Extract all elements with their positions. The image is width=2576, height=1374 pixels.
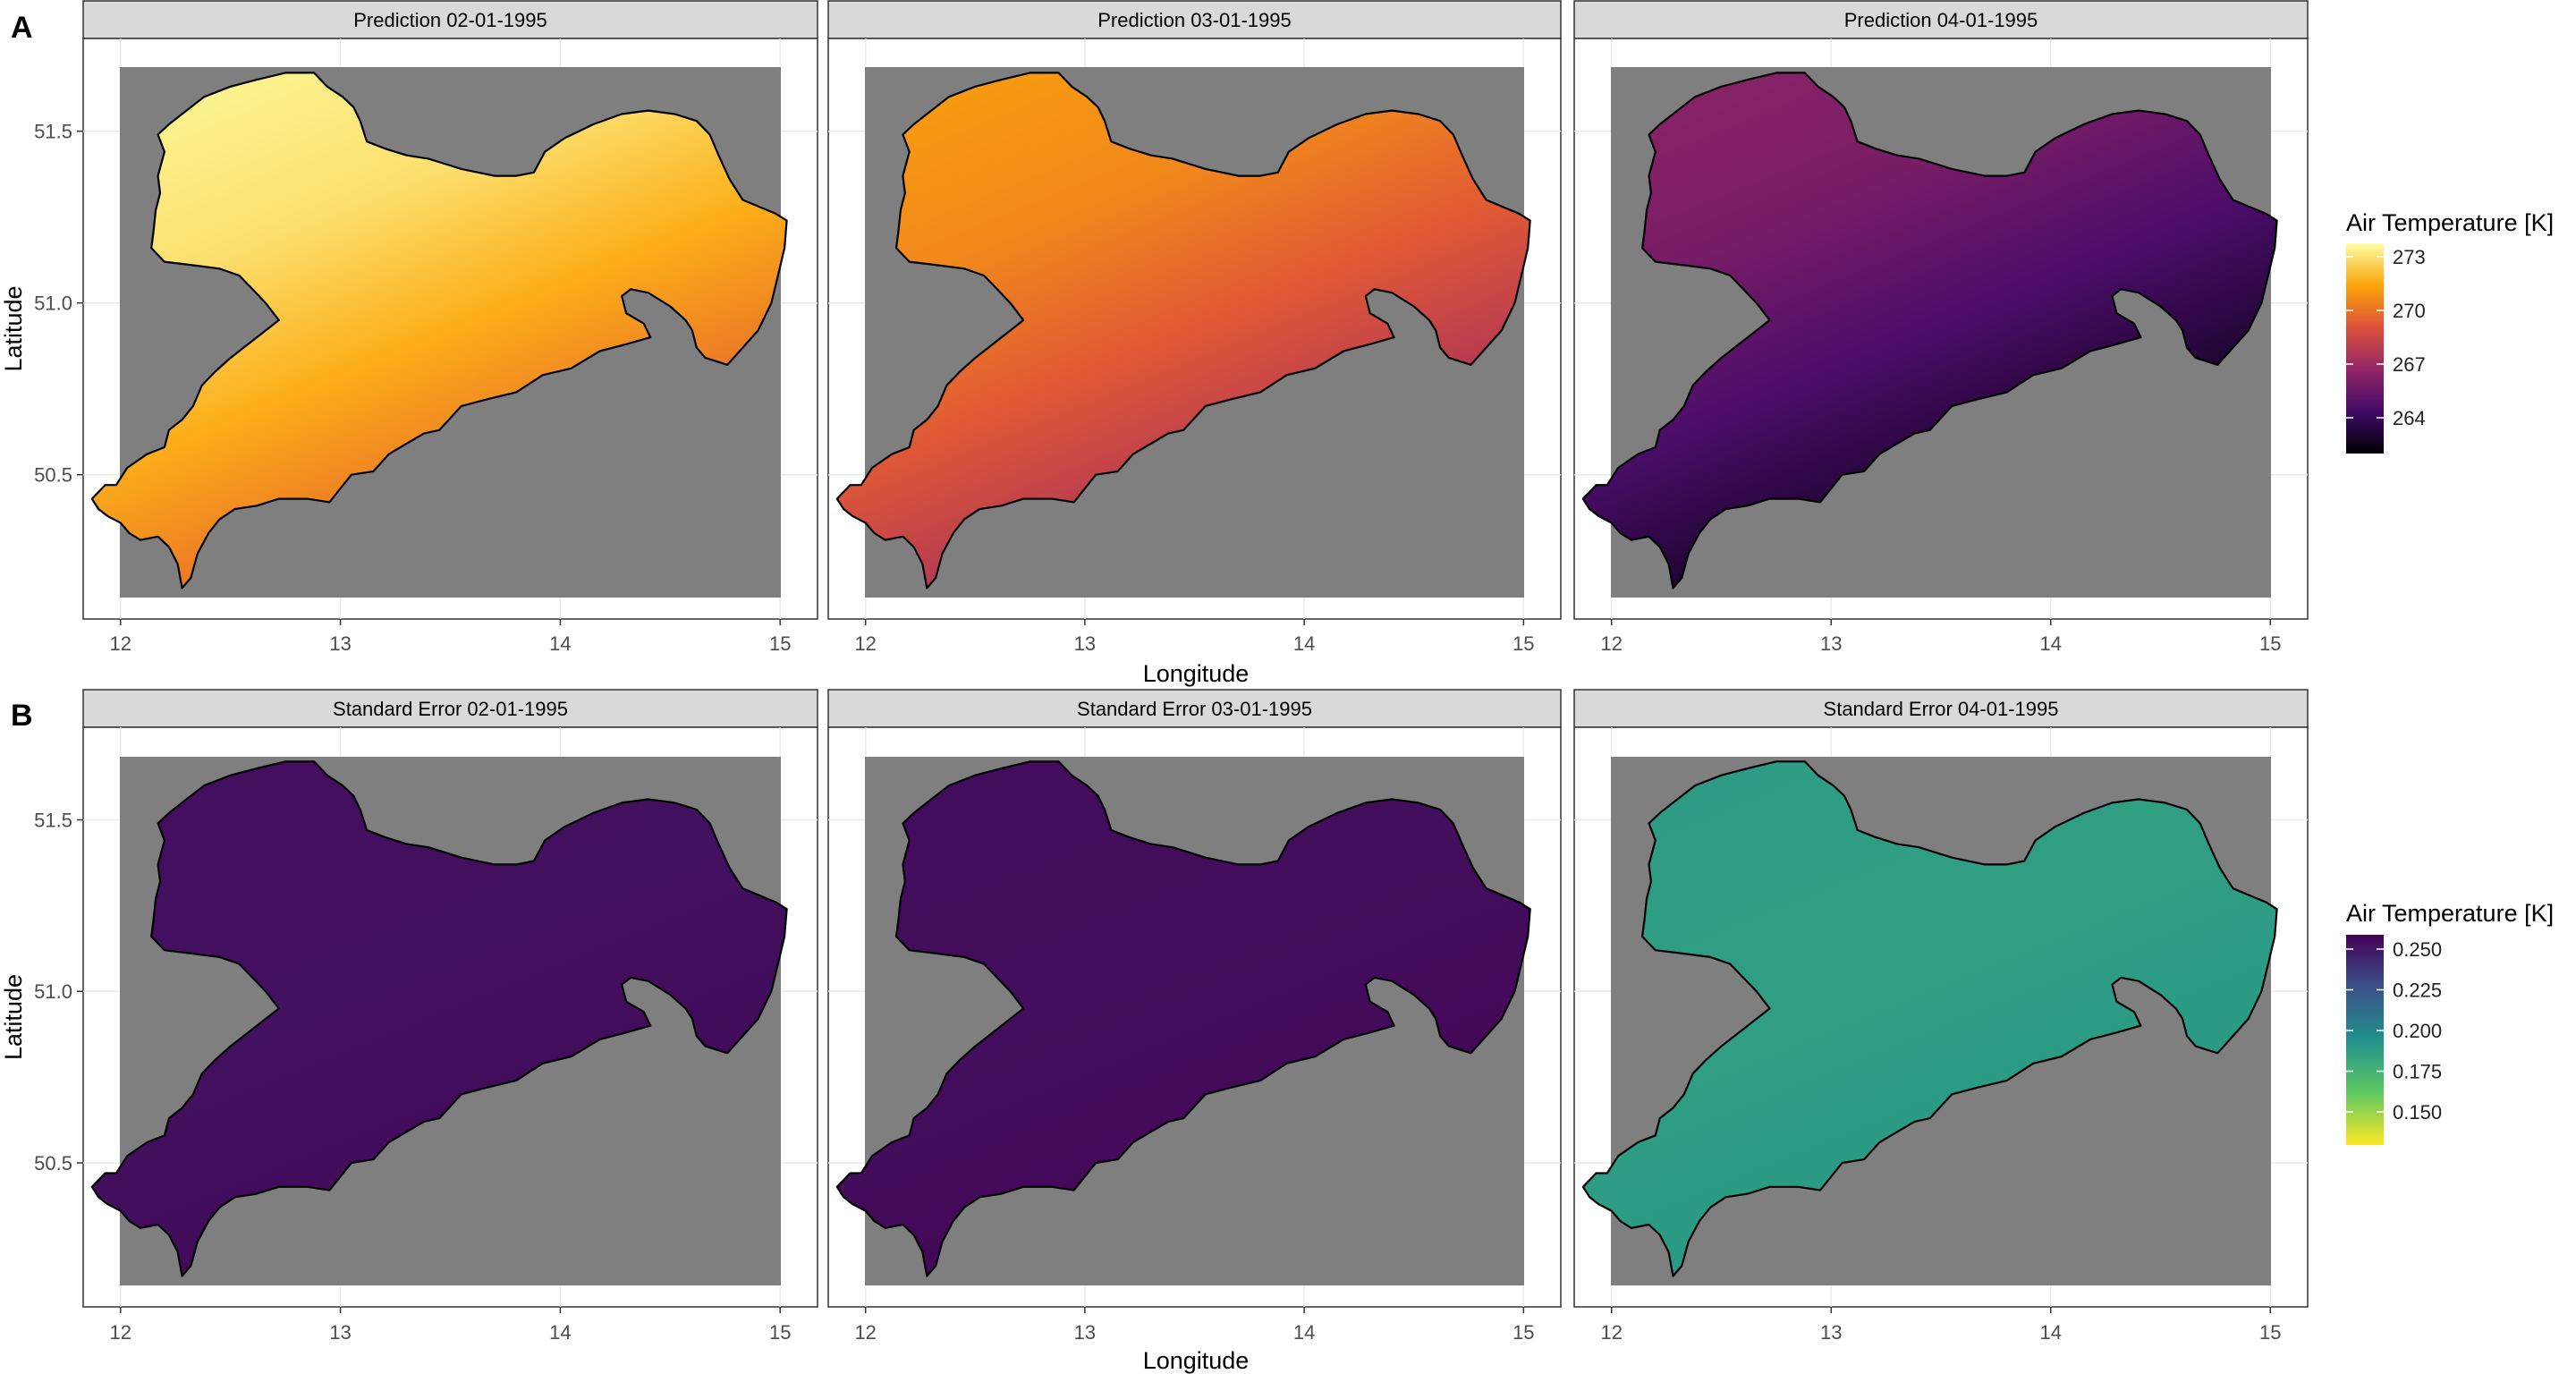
panel-title: Standard Error 03-01-1995 [1077,698,1312,720]
region-boundary [90,760,788,1277]
x-tick-label: 13 [329,1321,351,1344]
y-axis-label: Latitude [0,974,27,1060]
legend-tick-label: 0.200 [2393,1020,2442,1042]
region-boundary [835,72,1531,589]
x-tick-label: 15 [2259,632,2281,655]
map-panel: Standard Error 02-01-1995 12 13 14 15 51.5 51.… [34,689,818,1344]
legend-colorbar [2346,243,2384,454]
y-tick-label: 51.5 [34,121,72,143]
legend-tick-label: 264 [2393,407,2426,429]
x-tick-label: 12 [110,632,131,655]
x-tick-label: 12 [854,632,876,655]
map-panel: Prediction 03-01-1995 12 13 14 15 [827,0,1562,655]
region-boundary [1581,760,2278,1277]
map-panel: Prediction 04-01-1995 12 13 14 15 [1573,0,2309,655]
map-panel: Standard Error 03-01-1995 12 13 14 15 [827,689,1562,1344]
region-boundary [1581,72,2278,589]
x-tick-label: 14 [1293,1321,1315,1344]
y-tick-label: 50.5 [34,1152,72,1175]
region-boundary [835,760,1531,1277]
row-letter-a: A [11,11,33,45]
legend-colorbar [2346,935,2384,1145]
x-tick-label: 12 [1600,632,1622,655]
y-tick-label: 51.0 [34,980,72,1003]
y-tick-label: 50.5 [34,464,72,487]
row-letter-b: B [11,699,33,733]
y-tick-label: 51.0 [34,293,72,315]
map-panel: Standard Error 04-01-1995 12 13 14 15 [1573,689,2309,1344]
panel-title: Prediction 04-01-1995 [1844,9,2038,31]
x-tick-label: 14 [549,1321,571,1344]
panel-title: Standard Error 04-01-1995 [1824,698,2059,720]
x-tick-label: 14 [2040,632,2062,655]
legend-tick-label: 267 [2393,353,2426,376]
x-tick-label: 13 [1820,632,1842,655]
panel-strip [82,689,818,728]
legend-title: Air Temperature [K] [2346,209,2554,236]
x-tick-label: 13 [1074,632,1096,655]
legend-tick-label: 270 [2393,300,2426,322]
x-tick-label: 14 [549,632,571,655]
map-panel: Prediction 02-01-1995 12 13 14 15 51.5 51.0 50.… [34,0,818,655]
panel-strip [827,689,1562,728]
legend: Air Temperature [K] 0.250 0.225 0.200 0.175 0… [2346,900,2554,1145]
panel-strip [82,0,818,39]
legend-tick-label: 0.225 [2393,980,2442,1002]
legend-tick-label: 0.150 [2393,1101,2442,1124]
legend-tick-label: 0.250 [2393,938,2442,961]
panel-title: Standard Error 02-01-1995 [333,698,568,720]
x-axis-label: Longitude [1143,1347,1250,1374]
panel-title: Prediction 02-01-1995 [353,9,547,31]
panel-title: Prediction 03-01-1995 [1097,9,1291,31]
x-tick-label: 15 [769,632,791,655]
legend-title: Air Temperature [K] [2346,900,2554,927]
legend: Air Temperature [K] 273 270 267 264 [2346,209,2554,454]
x-tick-label: 12 [1600,1321,1622,1344]
y-tick-label: 51.5 [34,810,72,832]
panel-strip [1573,0,2309,39]
panel-strip [827,0,1562,39]
x-tick-label: 14 [1293,632,1315,655]
x-tick-label: 12 [854,1321,876,1344]
x-tick-label: 13 [329,632,351,655]
x-tick-label: 13 [1074,1321,1096,1344]
x-tick-label: 15 [1513,1321,1534,1344]
x-tick-label: 12 [110,1321,131,1344]
x-tick-label: 14 [2040,1321,2062,1344]
x-tick-label: 15 [769,1321,791,1344]
legend-tick-label: 273 [2393,246,2426,268]
y-axis-label: Latitude [0,285,27,371]
x-tick-label: 13 [1820,1321,1842,1344]
legend-tick-label: 0.175 [2393,1061,2442,1083]
region-boundary [90,72,788,589]
x-tick-label: 15 [1513,632,1534,655]
x-axis-label: Longitude [1143,660,1250,687]
panel-strip [1573,689,2309,728]
x-tick-label: 15 [2259,1321,2281,1344]
